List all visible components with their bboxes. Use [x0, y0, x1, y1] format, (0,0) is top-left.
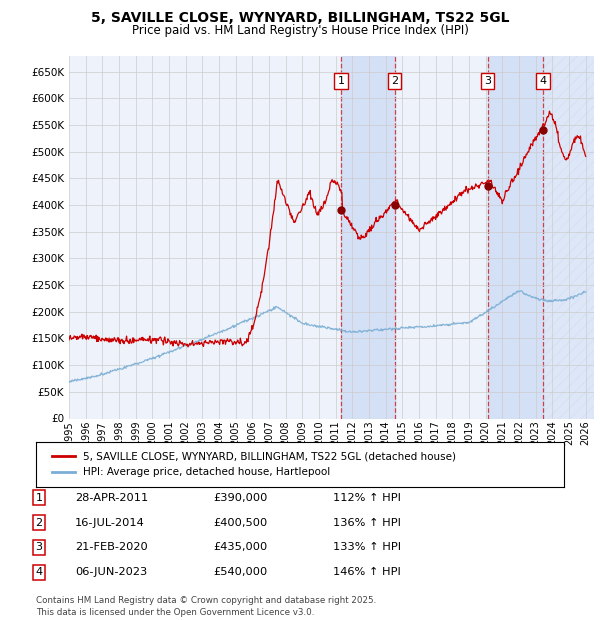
Text: 133% ↑ HPI: 133% ↑ HPI [333, 542, 401, 552]
Text: 5, SAVILLE CLOSE, WYNYARD, BILLINGHAM, TS22 5GL: 5, SAVILLE CLOSE, WYNYARD, BILLINGHAM, T… [91, 11, 509, 25]
Text: 3: 3 [35, 542, 43, 552]
Text: 3: 3 [484, 76, 491, 86]
Text: 2: 2 [391, 76, 398, 86]
Text: 146% ↑ HPI: 146% ↑ HPI [333, 567, 401, 577]
Text: 112% ↑ HPI: 112% ↑ HPI [333, 493, 401, 503]
Text: 1: 1 [35, 493, 43, 503]
Text: Contains HM Land Registry data © Crown copyright and database right 2025.
This d: Contains HM Land Registry data © Crown c… [36, 596, 376, 617]
Bar [543, 56, 594, 419]
Legend: 5, SAVILLE CLOSE, WYNYARD, BILLINGHAM, TS22 5GL (detached house), HPI: Average p: 5, SAVILLE CLOSE, WYNYARD, BILLINGHAM, T… [46, 446, 461, 482]
Text: £390,000: £390,000 [213, 493, 268, 503]
Bar [488, 56, 543, 419]
Text: Price paid vs. HM Land Registry's House Price Index (HPI): Price paid vs. HM Land Registry's House … [131, 24, 469, 37]
Text: 21-FEB-2020: 21-FEB-2020 [75, 542, 148, 552]
Text: 136% ↑ HPI: 136% ↑ HPI [333, 518, 401, 528]
Text: 4: 4 [35, 567, 43, 577]
Text: 16-JUL-2014: 16-JUL-2014 [75, 518, 145, 528]
Text: 1: 1 [337, 76, 344, 86]
Text: 2: 2 [35, 518, 43, 528]
Text: £435,000: £435,000 [213, 542, 267, 552]
Text: 28-APR-2011: 28-APR-2011 [75, 493, 148, 503]
Text: 4: 4 [539, 76, 547, 86]
Bar [341, 56, 395, 419]
Text: £540,000: £540,000 [213, 567, 267, 577]
Text: £400,500: £400,500 [213, 518, 267, 528]
Text: 06-JUN-2023: 06-JUN-2023 [75, 567, 147, 577]
